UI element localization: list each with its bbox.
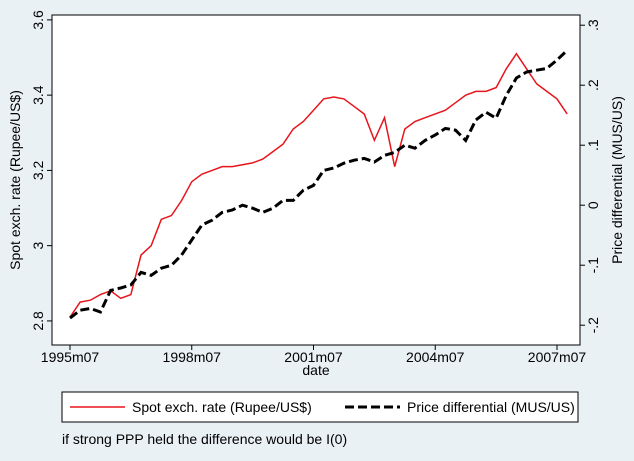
x-tick-label: 2001m07	[284, 349, 343, 365]
y2-tick-label: .1	[585, 139, 601, 151]
y2-tick-label: -.2	[585, 317, 601, 334]
x-tick-label: 2004m07	[406, 349, 465, 365]
x-tick-label: 2007m07	[528, 349, 587, 365]
x-tick-label: 1998m07	[163, 349, 222, 365]
series-line	[69, 49, 569, 320]
y2-tick-label: .2	[585, 79, 601, 91]
y-tick-label: 3.2	[30, 160, 46, 180]
y2-tick-label: -.1	[585, 257, 601, 274]
y-tick-label: 3	[30, 242, 46, 250]
y2-tick-label: 0	[585, 201, 601, 209]
y-axis-title: Spot exch. rate (Rupee/US$)	[7, 90, 23, 270]
y-tick-label: 3.4	[30, 85, 46, 105]
plot-area	[51, 14, 581, 346]
y-tick-label: 3.6	[30, 10, 46, 30]
legend-label: Spot exch. rate (Rupee/US$)	[132, 399, 312, 415]
note: if strong PPP held the difference would …	[62, 431, 347, 447]
series-line	[69, 52, 568, 318]
x-axis-title: date	[302, 362, 329, 378]
y-tick-label: 2.8	[30, 311, 46, 331]
legend-label: Price differential (MUS/US)	[407, 399, 575, 415]
y2-axis-title: Price differential (MUS/US)	[609, 96, 625, 264]
x-tick-label: 1995m07	[41, 349, 100, 365]
legend	[61, 391, 579, 423]
y2-tick-label: .3	[585, 19, 601, 31]
